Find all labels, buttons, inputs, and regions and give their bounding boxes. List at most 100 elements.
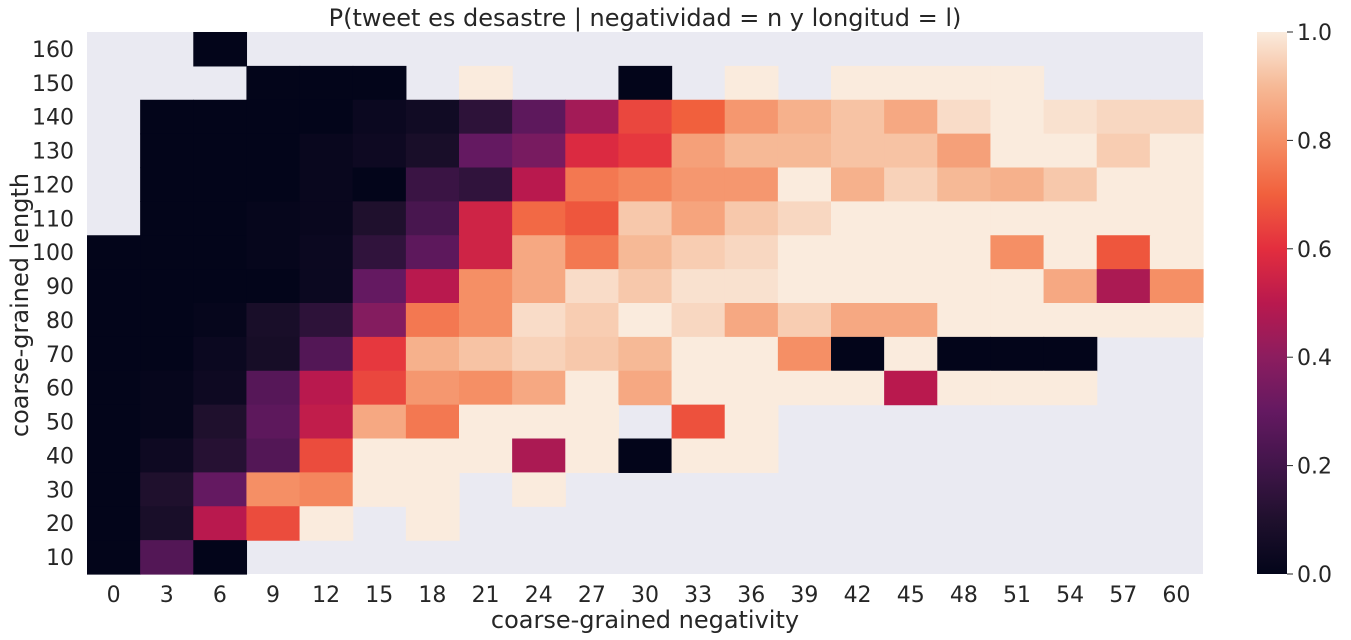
heatmap-cell: [299, 167, 354, 202]
heatmap-cell: [512, 336, 566, 372]
y-tick-label: 100: [32, 241, 74, 266]
heatmap-cell: [1096, 235, 1151, 270]
heatmap-cell: [299, 472, 354, 507]
y-tick-label: 10: [46, 546, 74, 571]
y-tick-label: 30: [46, 478, 74, 503]
heatmap-cell: [352, 133, 407, 169]
heatmap-cell: [831, 133, 885, 169]
heatmap-cell: [140, 235, 194, 270]
heatmap-cell: [140, 167, 194, 202]
heatmap-cell: [724, 303, 779, 338]
heatmap-cell: [193, 336, 248, 372]
heatmap-cell: [512, 201, 566, 236]
heatmap-cell: [352, 472, 407, 507]
heatmap-cell: [140, 99, 194, 135]
heatmap-cell: [87, 540, 141, 575]
heatmap-cell: [193, 235, 248, 270]
heatmap-cell: [1043, 336, 1098, 372]
heatmap-cell: [884, 303, 938, 338]
x-tick-label: 27: [578, 583, 606, 608]
heatmap-cell: [87, 404, 141, 440]
heatmap-cell: [352, 438, 407, 473]
heatmap-cell: [87, 472, 141, 507]
heatmap-cell: [565, 303, 620, 338]
colorbar-tick-labels: 0.0 0.2 0.4 0.6 0.8 1.0: [1287, 21, 1332, 588]
y-tick-label: 50: [46, 411, 74, 436]
heatmap-cell: [299, 235, 354, 270]
heatmap-cell: [724, 336, 779, 372]
heatmap-cell: [193, 472, 248, 507]
y-tick-label: 70: [46, 343, 74, 368]
heatmap-cell: [299, 269, 354, 304]
heatmap-cell: [884, 235, 938, 270]
heatmap-cell: [565, 336, 620, 372]
heatmap-cell: [1096, 133, 1151, 169]
heatmap-cell: [246, 167, 301, 202]
heatmap-cell: [937, 65, 992, 101]
x-tick-label: 54: [1056, 583, 1084, 608]
y-tick-label: 130: [32, 140, 74, 165]
heatmap-cell: [618, 336, 673, 372]
y-tick-label: 110: [32, 207, 74, 232]
heatmap-cell: [618, 438, 673, 473]
heatmap-cell: [777, 201, 832, 236]
heatmap-cell: [352, 65, 407, 101]
heatmap-cell: [246, 235, 301, 270]
heatmap-cell: [140, 303, 194, 338]
heatmap-cell: [87, 303, 141, 338]
heatmap-cell: [884, 99, 938, 135]
heatmap-cell: [1149, 201, 1204, 236]
colorbar-tick-label: 1.0: [1297, 21, 1332, 46]
heatmap-cell: [193, 167, 248, 202]
heatmap-cell: [565, 370, 620, 406]
heatmap-cell: [299, 65, 354, 101]
heatmap-cell: [671, 235, 726, 270]
heatmap-cell: [299, 99, 354, 135]
heatmap-cell: [990, 99, 1045, 135]
heatmap-cell: [724, 65, 779, 101]
heatmap-cell: [1149, 303, 1204, 338]
heatmap-cell: [990, 269, 1045, 304]
heatmap-cell: [565, 438, 620, 473]
heatmap-cell: [87, 235, 141, 270]
heatmap-cell: [671, 404, 726, 440]
heatmap-cell: [246, 99, 301, 135]
heatmap-cell: [87, 506, 141, 541]
heatmap-cell: [990, 336, 1045, 372]
heatmap-cell: [459, 235, 513, 270]
y-tick-label: 160: [32, 38, 74, 63]
heatmap-cell: [990, 133, 1045, 169]
heatmap-cell: [777, 336, 832, 372]
colorbar: [1257, 32, 1287, 574]
x-tick-label: 0: [107, 583, 121, 608]
y-tick-label: 20: [46, 512, 74, 537]
heatmap-cell: [1096, 303, 1151, 338]
heatmap-cell: [512, 472, 566, 507]
heatmap-cell: [1043, 303, 1098, 338]
heatmap-cell: [1096, 167, 1151, 202]
heatmap-cell: [990, 167, 1045, 202]
heatmap-cell: [405, 269, 460, 304]
heatmap-cell: [777, 235, 832, 270]
heatmap-cell: [193, 133, 248, 169]
y-tick-label: 140: [32, 106, 74, 131]
heatmap-cell: [193, 32, 248, 67]
heatmap-cell: [1149, 99, 1204, 135]
x-axis-label: coarse-grained negativity: [491, 606, 799, 634]
heatmap-cell: [405, 336, 460, 372]
heatmap-cell: [405, 201, 460, 236]
heatmap-cell: [618, 167, 673, 202]
heatmap-cell: [671, 438, 726, 473]
heatmap-cell: [1043, 99, 1098, 135]
heatmap-cell: [1149, 133, 1204, 169]
heatmap-cell: [565, 235, 620, 270]
heatmap-cell: [405, 133, 460, 169]
heatmap-cell: [831, 167, 885, 202]
heatmap-cell: [140, 404, 194, 440]
heatmap-cell: [87, 269, 141, 304]
heatmap-cell: [299, 404, 354, 440]
heatmap-cell: [565, 133, 620, 169]
colorbar-tick-label: 0.4: [1297, 346, 1332, 371]
heatmap-cell: [352, 99, 407, 135]
